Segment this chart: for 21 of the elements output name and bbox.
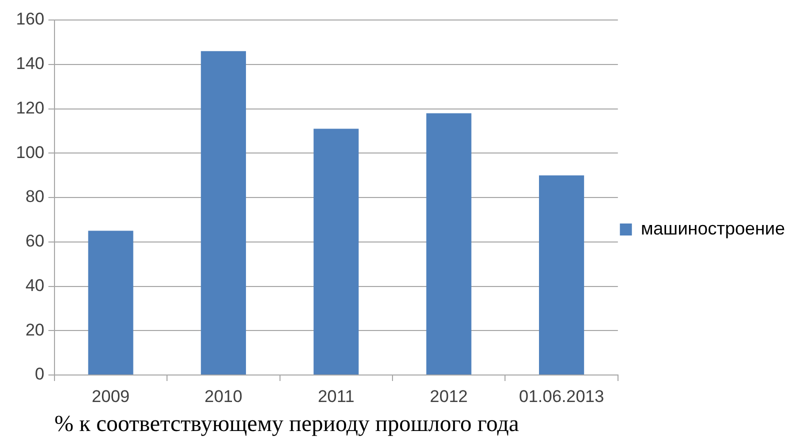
x-axis-title: % к соответствующему периоду прошлого года [54,411,520,436]
x-tick-label: 01.06.2013 [518,386,604,406]
bar [538,175,584,374]
y-tick-label: 20 [25,320,44,340]
y-tick-label: 120 [16,98,44,118]
x-tick-label: 2011 [318,386,354,406]
x-tick-label: 2009 [92,386,130,406]
x-tick-label: 2012 [430,386,468,406]
bar [426,113,472,374]
bar [200,51,246,374]
x-tick-label: 2010 [204,386,242,406]
y-tick-label: 140 [16,54,44,74]
bar [88,230,134,374]
y-tick-label: 80 [25,187,44,206]
y-tick-label: 0 [34,364,44,384]
y-tick-label: 160 [16,10,44,29]
y-tick-label: 40 [25,276,44,295]
y-tick-label: 60 [25,232,44,251]
legend-label: машиностроение [640,218,786,238]
bar [314,128,359,374]
y-tick-label: 100 [16,142,44,162]
